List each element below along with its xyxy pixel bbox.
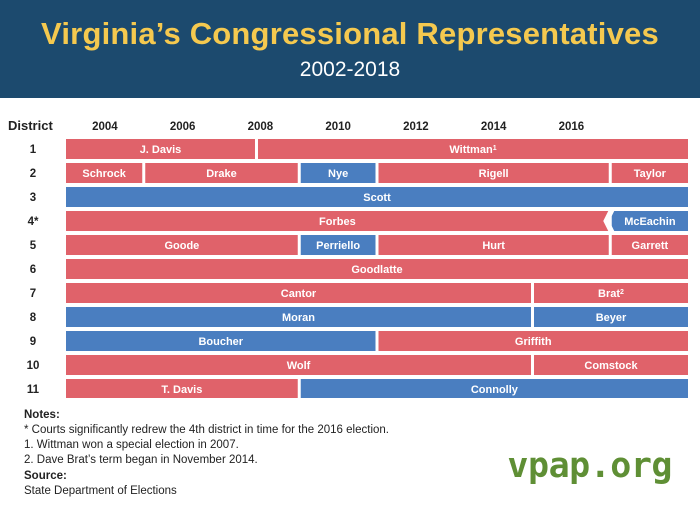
district-row: 4* Forbes McEachin [28,211,688,231]
x-tick-label: 2004 [92,121,118,133]
timeline-chart: District 2004 2006 2008 2010 2012 2014 2016 1 J… [8,118,688,398]
row-header-label: District [8,118,53,133]
district-row: 10 Wolf Comstock [27,355,688,375]
notes-block: Notes: * Courts significantly redrew the… [24,408,484,499]
term-label: Perriello [316,240,360,252]
term-bar[interactable] [66,379,298,398]
x-tick-label: 2010 [325,121,351,133]
source-label: Source: [24,470,67,482]
district-label: 9 [30,336,36,348]
term-label: Cantor [281,288,317,300]
term-bar[interactable] [66,355,531,375]
district-row: 8 Moran Beyer [30,307,688,327]
district-label: 8 [30,312,37,324]
x-tick-label: 2008 [248,121,274,133]
notes-label: Notes: [24,409,60,421]
term-bar[interactable] [66,259,688,279]
note-line: 2. Dave Brat’s term began in November 20… [24,454,258,466]
x-axis-ticks: 2004 2006 2008 2010 2012 2014 2016 [92,121,584,133]
district-row: 6 Goodlatte [30,259,688,279]
page-subtitle: 2002-2018 [299,58,401,81]
term-bar[interactable] [378,235,609,255]
district-row: 2 Schrock Drake Nye Rigell Taylor [30,163,688,183]
term-label: McEachin [624,216,676,228]
x-tick-label: 2012 [403,121,429,133]
district-row: 1 J. Davis Wittman1 [30,139,688,159]
term-label: J. Davis [140,144,182,156]
district-label: 4* [28,216,39,228]
term-bar[interactable] [66,211,609,231]
term-bar[interactable] [66,235,298,255]
header-banner: Virginia’s Congressional Representatives… [0,0,700,98]
term-bar[interactable] [257,139,688,159]
term-label: Taylor [634,168,667,180]
district-label: 11 [27,384,40,396]
term-bar[interactable] [66,139,255,159]
district-label: 3 [30,192,36,204]
district-rows: 1 J. Davis Wittman1 2 Schrock Drake Nye Rigell T… [27,139,688,398]
redistricting-notch [603,211,615,231]
term-bar[interactable] [66,187,688,207]
x-tick-label: 2006 [170,121,196,133]
note-line: * Courts significantly redrew the 4th di… [24,424,389,436]
term-label: Forbes [319,216,356,228]
term-label: Beyer [596,312,627,324]
term-bar[interactable] [300,235,376,255]
term-label: Boucher [198,336,243,348]
term-bar[interactable] [66,283,531,303]
term-label: Brat2 [598,288,624,300]
vpap-logo[interactable]: vpap.org [507,446,672,486]
term-label: Schrock [82,168,126,180]
term-bar[interactable] [534,307,688,327]
term-bar[interactable] [611,163,688,183]
page-title: Virginia’s Congressional Representatives [41,16,659,51]
term-bar[interactable] [66,331,376,351]
term-label: Moran [282,312,315,324]
note-line: 1. Wittman won a special election in 200… [24,439,239,451]
term-label: Connolly [471,384,519,396]
district-row: 9 Boucher Griffith [30,331,688,351]
term-label: Garrett [632,240,669,252]
term-bar[interactable] [145,163,298,183]
district-row: 5 Goode Perriello Hurt Garrett [30,235,688,255]
district-label: 2 [30,168,36,180]
term-label: Griffith [515,336,552,348]
x-tick-label: 2016 [559,121,585,133]
term-label: Goode [164,240,199,252]
term-bar[interactable] [534,283,688,303]
term-bar[interactable] [611,235,688,255]
district-label: 1 [30,144,37,156]
term-label: Rigell [479,168,509,180]
x-tick-label: 2014 [481,121,507,133]
term-bar[interactable] [378,163,609,183]
district-label: 10 [27,360,40,372]
term-label: Scott [363,192,391,204]
term-label: Hurt [482,240,505,252]
term-bar[interactable] [66,163,143,183]
district-label: 5 [30,240,37,252]
district-label: 7 [30,288,36,300]
term-label: Wolf [287,360,311,372]
term-label: Wittman1 [449,144,496,156]
term-bar[interactable] [534,355,688,375]
term-label: Goodlatte [351,264,402,276]
term-label: Comstock [584,360,638,372]
district-row: 7 Cantor Brat2 [30,283,688,303]
source-text: State Department of Elections [24,485,177,497]
term-bar[interactable] [300,163,376,183]
district-row: 3 Scott [30,187,688,207]
term-label: T. Davis [161,384,202,396]
term-bar[interactable] [378,331,689,351]
district-label: 6 [30,264,36,276]
term-label: Nye [328,168,348,180]
district-row: 11 T. Davis Connolly [27,379,688,398]
term-bar[interactable] [611,211,688,231]
term-bar[interactable] [300,379,688,398]
term-bar[interactable] [66,307,531,327]
term-label: Drake [206,168,237,180]
